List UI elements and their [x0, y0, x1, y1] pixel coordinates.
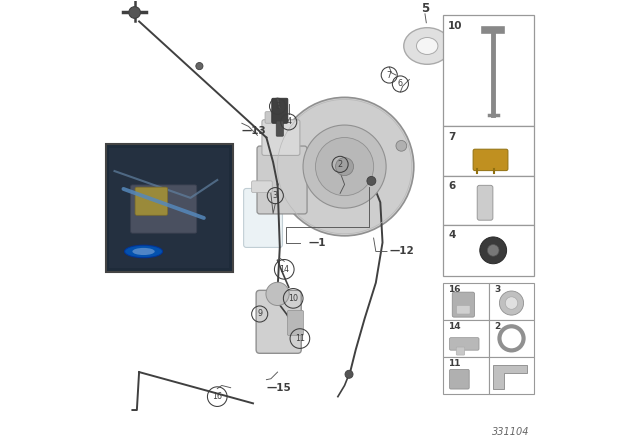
Text: 11: 11	[295, 334, 305, 343]
Bar	[106, 144, 233, 271]
FancyBboxPatch shape	[287, 310, 303, 336]
Text: 8: 8	[275, 102, 280, 111]
Text: 10: 10	[288, 294, 298, 303]
Circle shape	[367, 177, 376, 185]
FancyBboxPatch shape	[276, 121, 284, 136]
FancyBboxPatch shape	[456, 347, 465, 355]
Bar	[443, 126, 534, 176]
Circle shape	[499, 326, 524, 350]
Text: 2: 2	[337, 160, 342, 169]
Bar	[109, 148, 229, 268]
Text: 3: 3	[273, 191, 278, 200]
Circle shape	[499, 291, 524, 315]
Polygon shape	[493, 365, 527, 389]
Text: 14: 14	[279, 265, 289, 274]
Text: 14: 14	[448, 322, 461, 331]
FancyBboxPatch shape	[265, 112, 285, 123]
Text: 16: 16	[212, 392, 222, 401]
Bar	[488, 320, 534, 357]
FancyBboxPatch shape	[256, 290, 301, 353]
Circle shape	[480, 237, 507, 264]
Text: 331104: 331104	[492, 427, 530, 437]
Text: 7: 7	[448, 132, 456, 142]
Circle shape	[275, 97, 414, 236]
Circle shape	[335, 158, 353, 176]
Circle shape	[316, 138, 374, 196]
Ellipse shape	[125, 245, 163, 258]
Circle shape	[345, 370, 353, 378]
FancyBboxPatch shape	[244, 189, 282, 247]
Bar	[443, 357, 488, 394]
FancyBboxPatch shape	[257, 146, 307, 214]
Circle shape	[266, 282, 289, 306]
Ellipse shape	[417, 38, 438, 55]
Circle shape	[396, 141, 406, 151]
Bar	[488, 283, 534, 320]
FancyBboxPatch shape	[135, 187, 168, 215]
FancyBboxPatch shape	[252, 181, 272, 193]
Bar	[443, 320, 488, 357]
Text: 16: 16	[448, 285, 461, 294]
Text: 10: 10	[448, 22, 463, 31]
FancyBboxPatch shape	[457, 306, 470, 314]
Text: 11: 11	[448, 359, 461, 368]
Text: 4: 4	[448, 230, 456, 240]
FancyBboxPatch shape	[262, 120, 300, 155]
Text: 6: 6	[398, 79, 403, 88]
Text: —12: —12	[389, 246, 414, 256]
Circle shape	[129, 7, 140, 18]
FancyBboxPatch shape	[452, 292, 474, 317]
Text: 3: 3	[494, 285, 500, 294]
FancyBboxPatch shape	[272, 98, 288, 123]
Circle shape	[303, 125, 386, 208]
Bar	[443, 283, 488, 320]
FancyBboxPatch shape	[449, 370, 469, 389]
Ellipse shape	[404, 28, 451, 65]
FancyBboxPatch shape	[131, 185, 196, 233]
Text: 2: 2	[494, 322, 500, 331]
Circle shape	[196, 63, 203, 70]
Text: —15: —15	[266, 383, 291, 393]
Text: —13: —13	[242, 126, 267, 136]
Text: 9: 9	[257, 310, 262, 319]
Bar	[488, 357, 534, 394]
Circle shape	[488, 245, 499, 256]
Text: —1: —1	[309, 237, 326, 248]
Bar	[443, 224, 534, 276]
Bar	[443, 176, 534, 224]
Text: 5: 5	[421, 1, 429, 14]
Ellipse shape	[132, 248, 155, 255]
FancyBboxPatch shape	[477, 185, 493, 220]
Bar	[443, 15, 534, 126]
Text: 6: 6	[448, 181, 456, 191]
FancyBboxPatch shape	[473, 149, 508, 171]
Text: 4: 4	[286, 117, 291, 126]
Circle shape	[505, 297, 518, 309]
Text: 7: 7	[387, 70, 392, 80]
FancyBboxPatch shape	[449, 338, 479, 350]
